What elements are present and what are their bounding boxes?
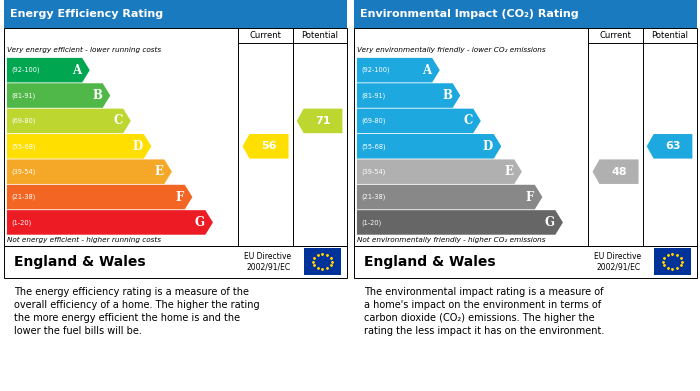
Bar [4, 0, 346, 28]
Polygon shape [357, 185, 542, 209]
Polygon shape [357, 109, 481, 133]
Text: (55-68): (55-68) [361, 143, 386, 149]
Text: (39-54): (39-54) [361, 169, 386, 175]
Polygon shape [357, 160, 522, 184]
Text: Not energy efficient - higher running costs: Not energy efficient - higher running co… [7, 237, 161, 244]
Polygon shape [7, 83, 111, 108]
Polygon shape [7, 160, 172, 184]
Text: (69-80): (69-80) [11, 118, 36, 124]
Text: Potential: Potential [301, 31, 338, 40]
Text: C: C [463, 115, 473, 127]
Text: EU Directive
2002/91/EC: EU Directive 2002/91/EC [244, 252, 290, 271]
Text: The energy efficiency rating is a measure of the
overall efficiency of a home. T: The energy efficiency rating is a measur… [14, 287, 260, 336]
Polygon shape [357, 58, 440, 83]
Bar [4, 246, 346, 278]
Text: 48: 48 [611, 167, 626, 177]
Text: Very energy efficient - lower running costs: Very energy efficient - lower running co… [7, 47, 161, 53]
Text: 56: 56 [261, 141, 277, 151]
Text: G: G [195, 216, 204, 229]
Text: G: G [545, 216, 554, 229]
Polygon shape [7, 109, 131, 133]
Bar [354, 246, 696, 278]
Text: E: E [505, 165, 514, 178]
Text: B: B [442, 89, 452, 102]
Text: E: E [155, 165, 164, 178]
Text: The environmental impact rating is a measure of
a home's impact on the environme: The environmental impact rating is a mea… [364, 287, 604, 336]
Text: (92-100): (92-100) [11, 67, 40, 74]
Bar [354, 28, 696, 246]
Text: F: F [526, 190, 534, 204]
Polygon shape [357, 134, 501, 159]
Polygon shape [593, 160, 638, 184]
Text: Environmental Impact (CO₂) Rating: Environmental Impact (CO₂) Rating [360, 9, 579, 19]
Text: A: A [72, 64, 81, 77]
Polygon shape [647, 134, 692, 159]
Polygon shape [7, 210, 213, 235]
Text: B: B [92, 89, 102, 102]
Text: 71: 71 [315, 116, 331, 126]
Text: 63: 63 [665, 141, 681, 151]
Text: England & Wales: England & Wales [364, 255, 496, 269]
Text: (39-54): (39-54) [11, 169, 36, 175]
Text: (69-80): (69-80) [361, 118, 386, 124]
Bar [654, 248, 692, 275]
Text: Current: Current [250, 31, 281, 40]
Text: (92-100): (92-100) [361, 67, 390, 74]
Bar [304, 248, 342, 275]
Text: (21-38): (21-38) [11, 194, 36, 200]
Text: (55-68): (55-68) [11, 143, 36, 149]
Text: D: D [133, 140, 143, 153]
Text: England & Wales: England & Wales [14, 255, 146, 269]
Text: A: A [422, 64, 431, 77]
Polygon shape [357, 210, 563, 235]
Polygon shape [297, 109, 342, 133]
Text: (1-20): (1-20) [11, 219, 32, 226]
Text: (1-20): (1-20) [361, 219, 382, 226]
Text: C: C [113, 115, 122, 127]
Text: F: F [176, 190, 184, 204]
Polygon shape [7, 185, 192, 209]
Text: Very environmentally friendly - lower CO₂ emissions: Very environmentally friendly - lower CO… [357, 47, 545, 53]
Polygon shape [357, 83, 461, 108]
Text: (21-38): (21-38) [361, 194, 386, 200]
Text: EU Directive
2002/91/EC: EU Directive 2002/91/EC [594, 252, 641, 271]
Text: Not environmentally friendly - higher CO₂ emissions: Not environmentally friendly - higher CO… [357, 237, 545, 244]
Text: Energy Efficiency Rating: Energy Efficiency Rating [10, 9, 164, 19]
Polygon shape [7, 58, 90, 83]
Polygon shape [243, 134, 288, 159]
Bar [4, 28, 346, 246]
Text: D: D [483, 140, 493, 153]
Text: (81-91): (81-91) [11, 92, 35, 99]
Text: (81-91): (81-91) [361, 92, 385, 99]
Polygon shape [7, 134, 151, 159]
Text: Potential: Potential [651, 31, 688, 40]
Bar [354, 0, 696, 28]
Text: Current: Current [600, 31, 631, 40]
